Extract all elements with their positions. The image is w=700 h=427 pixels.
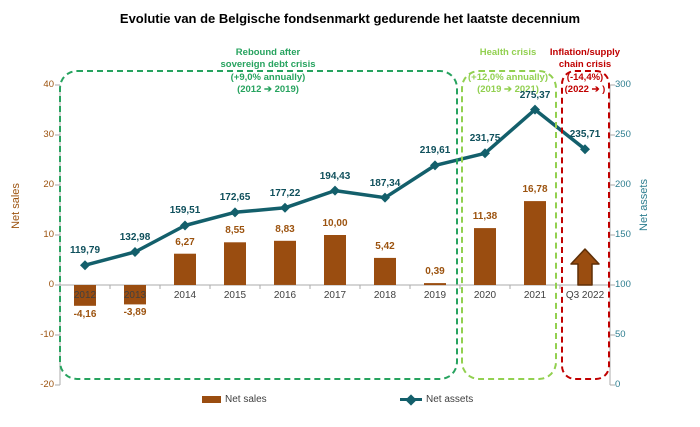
net-sales-bar-2016[interactable]: [274, 240, 296, 285]
diamond-marker-icon: [405, 393, 417, 406]
net-assets-marker-2020[interactable]: [480, 148, 490, 159]
line-value-label-2018: 187,34: [369, 177, 401, 189]
bar-value-label-2021: 16,78: [522, 184, 548, 196]
left-axis-tick-label: -10: [40, 329, 54, 340]
annotation-box-health: [461, 70, 557, 380]
chart-title: Evolutie van de Belgische fondsenmarkt g…: [119, 11, 581, 26]
bar-value-label-2013: -3,89: [123, 307, 147, 319]
bar-value-label-2018: 5,42: [375, 240, 395, 252]
left-axis-tick-label: 20: [43, 179, 54, 190]
category-label-2019: 2019: [423, 290, 447, 301]
left-axis-tick-label: 0: [48, 279, 54, 290]
right-axis-tick-label: 300: [615, 79, 631, 90]
net-assets-swatch-icon: [400, 393, 422, 406]
annotation-rebound-line3: (+9,0% annually): [230, 72, 306, 83]
net-assets-marker-2016[interactable]: [280, 202, 290, 213]
net-sales-bar-2013[interactable]: [124, 285, 146, 305]
bar-value-label-2019: 0,39: [425, 266, 445, 278]
category-label-2016: 2016: [273, 290, 297, 301]
net-assets-marker-2019[interactable]: [430, 160, 440, 171]
net-sales-bar-2020[interactable]: [474, 228, 496, 285]
net-sales-bar-2019[interactable]: [424, 283, 446, 286]
line-value-label-2019: 219,61: [419, 145, 451, 157]
legend-item-net-assets[interactable]: Net assets: [400, 393, 474, 406]
annotation-box-inflation: [561, 70, 610, 380]
bar-value-label-2016: 8,83: [275, 223, 295, 235]
annotation-rebound-line1: Rebound after: [235, 47, 301, 58]
net-sales-bar-2015[interactable]: [224, 242, 246, 286]
net-sales-bar-2014[interactable]: [174, 253, 196, 285]
category-label-2020: 2020: [473, 290, 497, 301]
bar-value-label-2017: 10,00: [322, 218, 348, 229]
bar-value-label-2014: 6,27: [175, 236, 195, 248]
line-value-label-2014: 159,51: [169, 205, 201, 217]
category-label-Q3 2022: Q3 2022: [565, 290, 605, 301]
category-label-2018: 2018: [373, 290, 397, 301]
left-axis-tick-label: -20: [40, 379, 54, 390]
legend-label-net-sales: Net sales: [225, 394, 267, 405]
category-label-2014: 2014: [173, 290, 197, 301]
annotation-inflation-line2: chain crisis: [558, 59, 612, 70]
line-value-label-2017: 194,43: [319, 170, 351, 182]
net-assets-marker-2014[interactable]: [180, 220, 190, 231]
category-label-2012: 2012: [73, 290, 97, 301]
net-assets-marker-2015[interactable]: [230, 207, 240, 218]
left-axis-tick-label: 40: [43, 79, 54, 90]
right-axis-tick-label: 0: [615, 379, 621, 390]
net-sales-bar-2017[interactable]: [324, 235, 346, 285]
annotation-health-line1: Health crisis: [479, 47, 537, 58]
right-axis-tick-label: 200: [615, 179, 631, 190]
left-axis-tick-label: 10: [43, 229, 54, 240]
net-assets-marker-Q3 2022[interactable]: [580, 144, 590, 155]
net-assets-marker-2012[interactable]: [80, 260, 90, 271]
legend-label-net-assets: Net assets: [426, 394, 474, 405]
line-value-label-Q3 2022: 235,71: [569, 129, 601, 141]
annotation-rebound-line4: (2012 ➔ 2019): [237, 84, 299, 95]
category-label-2013: 2013: [123, 290, 147, 301]
right-axis-tick-label: 150: [615, 229, 631, 240]
annotation-box-rebound: [59, 70, 458, 380]
line-value-label-2012: 119,79: [69, 245, 101, 257]
line-value-label-2013: 132,98: [119, 232, 151, 244]
annotation-health-line3: (+12,0% annually): [468, 72, 548, 83]
category-label-2015: 2015: [223, 290, 247, 301]
category-label-2021: 2021: [523, 290, 547, 301]
net-assets-marker-2018[interactable]: [380, 192, 390, 203]
line-value-label-2021: 275,37: [519, 89, 551, 101]
right-axis-tick-label: 100: [615, 279, 631, 290]
line-value-label-2016: 177,22: [269, 187, 301, 199]
bar-value-label-2020: 11,38: [472, 211, 498, 223]
annotation-rebound-line2: sovereign debt crisis: [220, 59, 316, 70]
net-assets-marker-2013[interactable]: [130, 247, 140, 258]
annotation-inflation-line1: Inflation/supply: [549, 47, 621, 58]
line-value-label-2020: 231,75: [469, 133, 501, 145]
left-axis-tick-label: 30: [43, 129, 54, 140]
net-sales-bar-2018[interactable]: [374, 257, 396, 285]
net-sales-bar-2012[interactable]: [74, 285, 96, 306]
line-value-label-2015: 172,65: [219, 192, 251, 204]
bar-value-label-2015: 8,55: [225, 225, 245, 237]
annotation-inflation-line3: (-14,4%): [566, 72, 604, 83]
net-assets-marker-2021[interactable]: [530, 104, 540, 115]
right-axis-tick-label: 50: [615, 329, 626, 340]
net-sales-swatch-icon: [202, 396, 221, 403]
net-assets-marker-2017[interactable]: [330, 185, 340, 196]
up-arrow-icon[interactable]: [570, 248, 600, 286]
legend-item-net-sales[interactable]: Net sales: [202, 394, 267, 405]
category-label-2017: 2017: [323, 290, 347, 301]
bar-value-label-2012: -4,16: [73, 308, 97, 320]
right-axis-tick-label: 250: [615, 129, 631, 140]
net-sales-bar-2021[interactable]: [524, 201, 546, 285]
annotation-health-line4: (2019 ➔ 2021): [477, 84, 539, 95]
annotation-inflation-line4: (2022 ➔ ): [564, 84, 606, 95]
